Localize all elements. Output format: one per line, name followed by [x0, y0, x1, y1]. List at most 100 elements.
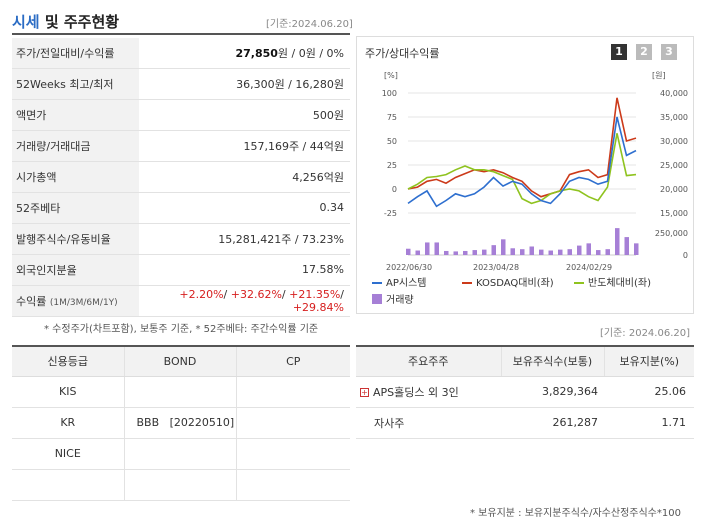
- right-tick-label: 20,000: [660, 185, 688, 194]
- row-value: 17.58%: [139, 254, 350, 286]
- table-row: 주가/전일대비/수익률 27,850원 / 0원 / 0%: [12, 38, 350, 70]
- return-1y: +29.84%: [292, 300, 344, 314]
- holder-name-cell: + APS홀딩스 외 3인: [356, 376, 501, 408]
- volume-bar: [558, 249, 563, 255]
- credit-rating-table: 신용등급 BOND CP KIS KR BBB [20220510] NICE: [12, 345, 350, 501]
- chart-title: 주가/상대수익률: [365, 47, 440, 60]
- current-price: 27,850: [235, 47, 278, 61]
- reference-date-2: [기준: 2024.06.20]: [600, 328, 691, 339]
- table-row: 발행주식수/유동비율 15,281,421주 / 73.23%: [12, 223, 350, 255]
- volume-tick-label: 0: [683, 251, 688, 260]
- row-label: 외국인지분율: [12, 254, 139, 286]
- price-chart: [%] [원] 100 40,000 75 35,000 50 30,000 25 25,00…: [372, 71, 688, 306]
- chart-page-2[interactable]: 2: [636, 44, 652, 60]
- row-label: 시가총액: [12, 161, 139, 193]
- title-rest: 및 주주현황: [39, 13, 120, 31]
- legend-label: KOSDAQ대비(좌): [476, 277, 554, 289]
- row-label: 액면가: [12, 99, 139, 132]
- grid: [408, 92, 636, 256]
- volume-bar: [596, 250, 601, 255]
- table-row: 외국인지분율 17.58%: [12, 254, 350, 286]
- row-label: 52Weeks 최고/최저: [12, 68, 139, 101]
- left-tick-label: 25: [387, 161, 397, 170]
- x-tick-label: 2022/06/30: [386, 263, 432, 272]
- table-row: + APS홀딩스 외 3인 3,829,364 25.06: [356, 376, 694, 408]
- x-tick-label: 2023/04/28: [473, 263, 519, 272]
- left-unit: [%]: [384, 71, 398, 80]
- volume-bar: [548, 250, 553, 255]
- bond-rating: BBB [20220510]: [124, 407, 237, 439]
- row-label: 52주베타: [12, 192, 139, 224]
- cp-rating: [236, 469, 350, 501]
- table-header: 신용등급 BOND CP: [12, 345, 350, 377]
- holder-shares: 3,829,364: [501, 376, 604, 408]
- return-label: 수익률: [16, 294, 47, 308]
- reference-date: [기준:2024.06.20]: [266, 19, 353, 30]
- series-line-semi: [407, 133, 637, 205]
- row-value: 500원: [139, 99, 350, 132]
- chart-page-1[interactable]: 1: [611, 44, 627, 60]
- volume-bar: [491, 245, 496, 255]
- volume-bar: [615, 228, 620, 255]
- title-highlight: 시세: [12, 13, 40, 31]
- volume-bar: [567, 249, 572, 255]
- expand-icon[interactable]: +: [360, 388, 369, 397]
- col-header: 보유지분(%): [604, 345, 694, 377]
- agency: [12, 469, 125, 501]
- chart-legend: AP시스템 KOSDAQ대비(좌) 반도체대비(좌) 거래량: [372, 277, 651, 306]
- agency: KIS: [12, 376, 125, 408]
- table-row: 자사주 261,287 1.71: [356, 407, 694, 439]
- volume-bar: [482, 249, 487, 255]
- left-tick-label: 75: [387, 113, 397, 122]
- right-unit: [원]: [652, 71, 666, 80]
- volume-bar: [529, 246, 534, 255]
- volume-bar: [444, 250, 449, 255]
- return-1m: +2.20%: [179, 287, 224, 301]
- row-value: 36,300원 / 16,280원: [139, 68, 350, 101]
- left-tick-label: 100: [382, 89, 397, 98]
- table-row: NICE: [12, 438, 350, 470]
- volume-bars: [406, 228, 639, 255]
- row-label: 수익률 (1M/3M/6M/1Y): [12, 285, 139, 317]
- table-row: 액면가 500원: [12, 99, 350, 132]
- row-value: +2.20%/ +32.62%/ +21.35%/ +29.84%: [139, 285, 350, 317]
- row-value: 157,169주 / 44억원: [139, 130, 350, 163]
- footnote: * 수정주가(차트포함), 보통주 기준, * 52주베타: 주간수익률 기준: [44, 324, 319, 335]
- left-tick-label: 0: [392, 185, 397, 194]
- section-title: 시세 및 주주현황: [12, 11, 119, 32]
- right-tick-label: 40,000: [660, 89, 688, 98]
- holder-pct: 25.06: [604, 376, 694, 408]
- table-row: 52주베타 0.34: [12, 192, 350, 224]
- tick-labels: 100 40,000 75 35,000 50 30,000 25 25,000 0 20,000…: [382, 89, 688, 272]
- legend-label: 반도체대비(좌): [588, 277, 651, 289]
- volume-tick-label: 250,000: [655, 229, 688, 238]
- volume-bar: [539, 249, 544, 255]
- volume-bar: [520, 249, 525, 255]
- right-tick-label: 30,000: [660, 137, 688, 146]
- row-label: 주가/전일대비/수익률: [12, 38, 139, 70]
- chart-page-3[interactable]: 3: [661, 44, 677, 60]
- return-6m: +21.35%: [289, 287, 341, 301]
- cp-rating: [236, 438, 350, 470]
- row-label: 발행주식수/유동비율: [12, 223, 139, 255]
- table-row: KIS: [12, 376, 350, 408]
- col-header: CP: [236, 345, 350, 377]
- cp-rating: [236, 407, 350, 439]
- legend-label: AP시스템: [386, 277, 426, 289]
- col-header: 보유주식수(보통): [501, 345, 605, 377]
- left-tick-label: -25: [384, 209, 397, 218]
- table-row: 시가총액 4,256억원: [12, 161, 350, 193]
- price-info-table: 주가/전일대비/수익률 27,850원 / 0원 / 0% 52Weeks 최고…: [12, 38, 350, 317]
- bond-rating: [124, 376, 237, 408]
- agency: KR: [12, 407, 125, 439]
- holder-name: 자사주: [356, 407, 501, 439]
- agency: NICE: [12, 438, 125, 470]
- row-value: 4,256억원: [139, 161, 350, 193]
- volume-bar: [406, 248, 411, 255]
- row-value: 0.34: [139, 192, 350, 224]
- legend-label: 거래량: [386, 294, 414, 306]
- row-label: 거래량/거래대금: [12, 130, 139, 163]
- col-header: 신용등급: [12, 345, 125, 377]
- return-3m: +32.62%: [230, 287, 282, 301]
- bond-rating: [124, 469, 237, 501]
